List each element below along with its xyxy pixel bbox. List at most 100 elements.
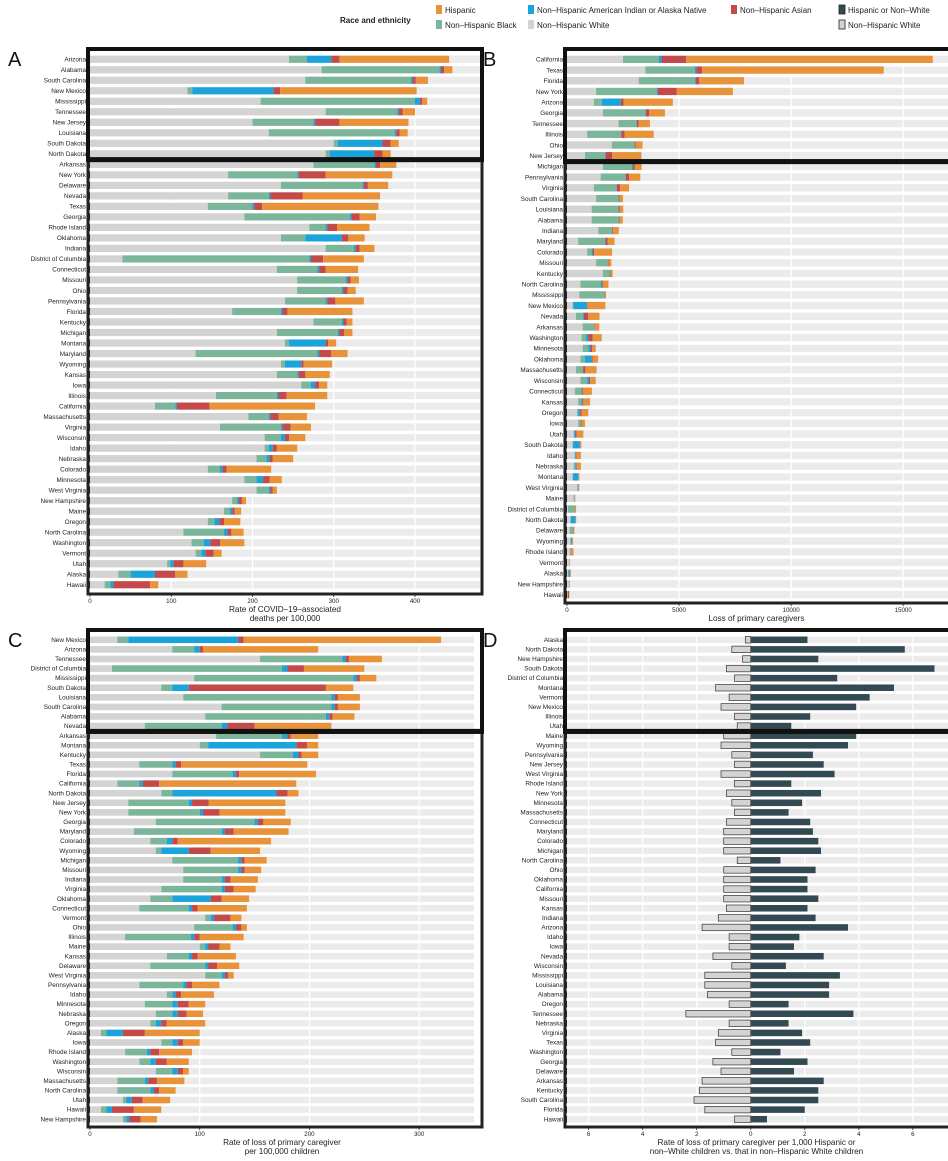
state-label-florida: Florida [543, 1107, 563, 1114]
bar-aian-oregon [578, 409, 581, 417]
bar-white-ohio [723, 866, 752, 874]
bar-black-florida [172, 770, 233, 778]
x-tick-label: 6 [911, 1131, 915, 1138]
state-label-district-of-columbia: District of Columbia [31, 666, 87, 673]
state-label-wyoming: Wyoming [59, 848, 86, 855]
bar-black-oregon [150, 1020, 156, 1027]
bar-aian-mississippi [353, 674, 357, 682]
bar-asian-maryland [605, 237, 608, 245]
row-band [567, 473, 948, 481]
state-label-pennsylvania: Pennsylvania [48, 298, 86, 305]
bar-nonwhite-wisconsin [750, 962, 786, 970]
bar-row-utah [567, 430, 584, 438]
bar-black-louisiana [591, 205, 619, 213]
bar-hisp-alabama [619, 216, 623, 224]
bar-white-colorado [567, 248, 588, 256]
bar-aian-north-carolina [224, 528, 228, 536]
bar-aian-tennessee [342, 655, 346, 663]
bar-white-montana [90, 339, 285, 347]
bar-black-north-carolina [580, 280, 601, 288]
state-label-new-hampshire: New Hampshire [518, 581, 564, 588]
state-label-nebraska: Nebraska [536, 1020, 564, 1027]
x-tick-label: 400 [410, 598, 421, 605]
bar-hisp-oregon [166, 1020, 206, 1027]
bar-hisp-new-york [325, 171, 393, 179]
bar-hisp-iowa [183, 1039, 200, 1046]
bar-hisp-massachusetts [585, 366, 597, 374]
legend-swatch-hispanic-or-non-white [838, 4, 846, 15]
bar-asian-new-jersey [605, 152, 613, 160]
bar-hisp-pennsylvania [629, 173, 641, 181]
x-tick-label: 300 [414, 1131, 425, 1138]
bar-aian-virginia [280, 423, 283, 431]
bar-row-nevada [567, 312, 600, 320]
bar-hisp-vermont [230, 914, 242, 922]
bar-white-kentucky [90, 751, 261, 759]
bar-black-new-hampshire [122, 1115, 127, 1123]
panel-b: B California Texas Florida New York Arizona Ge… [483, 47, 948, 623]
bar-hisp-montana [578, 473, 580, 481]
bar-hisp-oklahoma [592, 355, 599, 363]
bar-row-california [90, 780, 297, 787]
bar-aian-michigan [238, 857, 242, 864]
bar-aian-tennessee [397, 108, 399, 116]
row-band [567, 376, 948, 385]
bar-row-georgia [567, 109, 665, 117]
bar-row-connecticut [90, 265, 359, 274]
bar-hisp-georgia [359, 213, 376, 221]
bar-row-missouri [90, 866, 262, 874]
row-band [90, 1115, 474, 1123]
bar-aian-louisiana [331, 694, 335, 701]
bar-aian-missouri [238, 866, 242, 874]
bar-black-district-of-columbia [122, 255, 310, 263]
bar-asian-wisconsin [588, 376, 591, 385]
bar-row-iowa [567, 419, 585, 427]
row-band [90, 528, 480, 536]
bar-row-alabama [90, 66, 453, 74]
bar-hisp-georgia [263, 818, 291, 826]
bar-asian-virginia [282, 423, 291, 431]
bar-aian-colorado [591, 248, 593, 256]
bar-white-nebraska [728, 1019, 752, 1027]
state-label-iowa: Iowa [550, 421, 564, 428]
bar-row-pennsylvania [567, 173, 641, 181]
bar-asian-kansas [298, 370, 306, 379]
row-band [567, 569, 948, 577]
bar-white-washington [90, 539, 192, 547]
state-label-district-of-columbia: District of Columbia [508, 675, 564, 682]
bar-row-tennessee [90, 108, 415, 116]
bar-aian-idaho [268, 444, 273, 452]
bar-nonwhite-west-virginia [750, 770, 835, 778]
bar-aian-missouri [345, 276, 348, 284]
legend-swatch-non-hispanic-american-indian-or-alaska-native [528, 5, 534, 14]
bar-aian-district-of-columbia [309, 255, 311, 263]
bar-row-new-jersey [567, 152, 642, 160]
bar-asian-connecticut [192, 905, 198, 912]
bar-white-oklahoma [90, 234, 281, 242]
bar-white-tennessee [90, 655, 261, 663]
bar-black-maryland [133, 828, 222, 835]
bar-asian-arizona [199, 646, 204, 653]
bar-row-massachusetts [567, 366, 597, 374]
bar-aian-new-hampshire [237, 497, 239, 505]
x-tick-label: 200 [304, 1131, 315, 1138]
bar-white-massachusetts [734, 808, 752, 816]
bar-asian-texas [175, 761, 182, 768]
bar-black-georgia [244, 213, 350, 221]
bar-black-nebraska [155, 1010, 173, 1017]
bar-row-minnesota [731, 799, 803, 807]
bar-white-pennsylvania [731, 751, 752, 759]
bar-black-tennessee [260, 655, 343, 663]
bar-hisp-north-dakota [382, 150, 391, 158]
bar-aian-alabama [439, 66, 441, 74]
bar-black-wyoming [280, 360, 285, 368]
bar-white-massachusetts [567, 366, 576, 374]
bar-row-nevada [90, 192, 381, 200]
bar-white-utah [567, 430, 574, 438]
bar-white-california [723, 885, 752, 893]
bar-asian-alaska [569, 569, 571, 577]
bar-black-minnesota [244, 476, 257, 484]
bar-white-delaware [567, 526, 570, 535]
bar-hisp-mississippi [359, 674, 377, 682]
state-label-indiana: Indiana [65, 877, 86, 884]
